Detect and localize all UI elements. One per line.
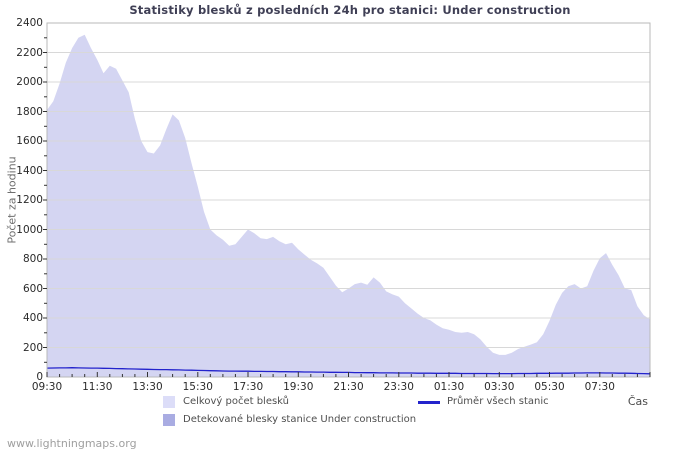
y-tick-label: 2000 [16, 76, 43, 88]
y-tick-label: 2400 [16, 17, 43, 29]
y-tick-label: 400 [22, 312, 43, 324]
x-tick-label: 19:30 [283, 381, 314, 393]
legend-average-line-icon [418, 401, 440, 404]
legend-total-label: Celkový počet blesků [183, 396, 290, 407]
y-tick-label: 1000 [16, 223, 43, 236]
watermark-text: www.lightningmaps.org [7, 437, 137, 450]
x-tick-label: 23:30 [383, 381, 414, 393]
y-tick-label: 600 [22, 282, 43, 295]
legend-total-swatch-icon [163, 396, 175, 408]
plot-area [43, 22, 651, 378]
series-area [47, 34, 650, 378]
legend-detected-swatch-icon [163, 414, 175, 426]
x-tick-label: 13:30 [132, 381, 163, 393]
x-tick-label: 11:30 [82, 381, 113, 393]
legend-average-label: Průměr všech stanic [447, 396, 549, 407]
y-tick-label: 1400 [16, 164, 43, 177]
x-tick-label: 09:30 [31, 381, 63, 393]
x-tick-label: 05:30 [534, 381, 565, 393]
x-tick-label: 15:30 [182, 381, 213, 393]
legend-detected-label: Detekované blesky stanice Under construc… [183, 414, 417, 425]
y-tick-label: 1200 [16, 194, 43, 206]
y-tick-label: 1800 [16, 105, 43, 118]
chart-title: Statistiky blesků z posledních 24h pro s… [129, 3, 571, 17]
x-tick-label: 21:30 [333, 381, 364, 393]
x-tick-label: 07:30 [584, 381, 615, 393]
y-tick-label: 200 [22, 341, 43, 354]
y-tick-label: 0 [36, 371, 43, 383]
x-axis-title: Čas [627, 395, 648, 408]
x-tick-label: 17:30 [232, 381, 264, 393]
x-tick-label: 01:30 [433, 381, 465, 393]
y-tick-label: 1600 [16, 135, 43, 147]
y-tick-label: 800 [22, 253, 43, 265]
y-tick-label: 2200 [16, 46, 43, 59]
x-tick-label: 03:30 [484, 381, 515, 393]
